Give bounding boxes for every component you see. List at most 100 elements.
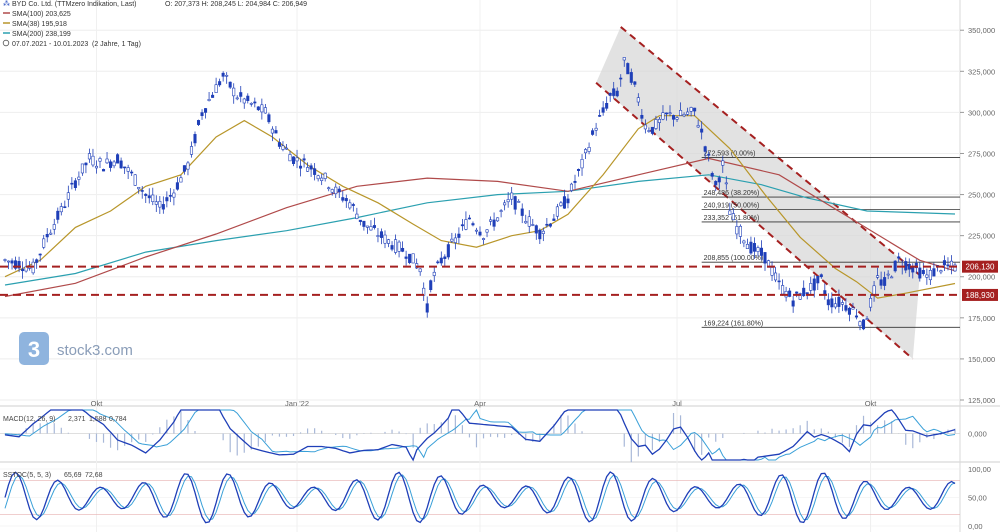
candle-body (42, 238, 46, 248)
candle-body (939, 270, 943, 273)
candle-body (745, 244, 749, 249)
candle-body (689, 107, 693, 112)
candle-body (267, 114, 271, 123)
candle-body (640, 114, 644, 119)
candle-body (664, 112, 669, 115)
candle-body (14, 260, 18, 269)
sstoc-axis-label: 100,00 (968, 465, 991, 474)
candle-body (812, 278, 816, 291)
candle-body (313, 168, 317, 175)
candle-body (323, 172, 327, 179)
candle-body (130, 171, 134, 174)
sstoc-k-line (4, 471, 956, 524)
symbol-title: BYD Co. Ltd. (TTMzero Indikation, Last) (12, 1, 137, 8)
candle-body (605, 102, 609, 109)
candle-body (344, 198, 348, 202)
candle-body (225, 74, 229, 77)
candle-body (584, 149, 588, 154)
candle-body (823, 290, 827, 295)
candle-body (207, 99, 211, 101)
candle-body (932, 268, 936, 277)
candle-body (439, 257, 443, 264)
candle-body (496, 217, 500, 222)
time-tick-label: Jan '22 (285, 399, 309, 408)
macd-histogram-value: 0,784 (109, 416, 127, 423)
candle-body (17, 261, 21, 269)
candle-body (485, 229, 489, 233)
candle-body (193, 134, 197, 144)
candle-body (576, 169, 581, 171)
candle-body (105, 158, 109, 164)
time-tick-label: Jul (672, 399, 682, 408)
sstoc-k-value: 65,69 (64, 472, 82, 479)
candle-body (830, 298, 834, 308)
candle-body (809, 283, 813, 291)
candle-body (728, 210, 732, 215)
candle-body (306, 167, 310, 172)
candle-body (330, 189, 334, 193)
candle-body (738, 225, 742, 237)
candle-body (893, 260, 897, 272)
candle-body (949, 260, 954, 267)
candle-body (714, 181, 718, 186)
candle-body (471, 223, 475, 226)
candle-body (770, 267, 774, 276)
candle-body (151, 194, 155, 202)
candle-body (858, 321, 862, 327)
candlestick-series (3, 57, 957, 331)
candle-body (478, 231, 482, 236)
candle-body (291, 156, 296, 164)
candle-body (376, 235, 380, 237)
candle-body (527, 216, 531, 227)
candle-body (489, 219, 493, 222)
candle-body (851, 307, 855, 310)
candle-body (520, 208, 524, 216)
fib-label: 169,224 (161.80%) (704, 320, 764, 327)
sma100-line (4, 157, 956, 298)
candle-body (154, 201, 158, 205)
candle-body (94, 165, 99, 169)
candle-body (467, 217, 471, 220)
price-tick-label: 200,000 (968, 273, 995, 282)
candle-body (457, 233, 461, 238)
candle-body (918, 267, 922, 279)
candle-body (372, 225, 376, 228)
candle-body (126, 167, 130, 172)
stock3-logo: 3 (19, 332, 49, 365)
candle-body (798, 293, 802, 300)
candle-body (49, 232, 53, 235)
candle-body (914, 262, 918, 269)
candle-body (186, 162, 190, 170)
candle-body (369, 226, 373, 231)
candle-body (886, 273, 890, 276)
candle-body (358, 219, 362, 222)
ohlc-values: O: 207,373 H: 208,245 L: 204,984 C: 206,… (165, 1, 307, 8)
macd-panel: 0,000 (0, 409, 987, 463)
candle-body (608, 92, 612, 96)
candle-body (802, 287, 806, 297)
sstoc-panel: 100,00 50,00 0,00 (0, 465, 991, 531)
candle-body (657, 118, 661, 123)
candle-body (942, 260, 946, 266)
candle-body (235, 97, 239, 100)
candle-body (133, 174, 137, 186)
candle-body (531, 224, 535, 226)
candle-body (861, 319, 866, 330)
candle-body (555, 206, 559, 217)
candle-body (281, 145, 285, 150)
candle-body (109, 161, 113, 168)
candle-body (721, 160, 725, 166)
candle-body (179, 177, 183, 183)
candle-body (682, 114, 686, 117)
candle-body (510, 192, 514, 200)
candle-body (246, 95, 250, 101)
candle-body (686, 111, 690, 115)
candle-body (724, 182, 728, 185)
candle-body (548, 223, 552, 227)
candle-body (63, 206, 67, 209)
price-tick-label: 300,000 (968, 108, 995, 117)
candle-body (299, 165, 303, 169)
candle-body (883, 277, 887, 286)
candle-body (650, 126, 654, 134)
